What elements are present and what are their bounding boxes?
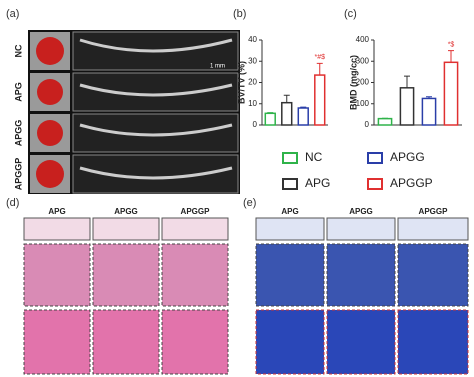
column-label: APG — [281, 207, 298, 216]
bar — [264, 112, 276, 126]
legend-swatch — [367, 152, 383, 164]
panel-label: (a) — [6, 8, 19, 20]
bar — [421, 97, 437, 126]
column-label: APG — [48, 207, 65, 216]
column-label: APGG — [114, 207, 138, 216]
scale-label: 1 mm — [210, 64, 225, 70]
y-tick-label: 100 — [356, 99, 370, 108]
panel-label: (c) — [344, 8, 357, 20]
bar — [297, 107, 309, 126]
legend-label: APGG — [390, 150, 425, 164]
column-label: APGGP — [181, 207, 211, 216]
legend-label: APG — [305, 176, 330, 190]
row-label: APGGP — [13, 158, 23, 191]
annotation: *#$ — [314, 54, 325, 61]
error-bar — [404, 75, 410, 88]
error-bar — [300, 106, 307, 108]
legend-swatch — [282, 152, 298, 164]
y-tick-label: 40 — [248, 35, 257, 44]
y-tick-label: 300 — [356, 56, 370, 65]
masson-images — [255, 217, 469, 375]
he-images — [23, 217, 229, 375]
ct-images — [28, 30, 240, 194]
bar — [399, 87, 415, 126]
y-tick-label: 20 — [248, 78, 257, 87]
legend-swatch — [367, 178, 383, 190]
y-axis-label: BV/TV (%) — [236, 61, 246, 104]
legend-label: APGGP — [390, 176, 433, 190]
error-bar — [448, 50, 454, 63]
panel-label: (d) — [6, 197, 19, 209]
error-bar — [426, 96, 432, 99]
y-axis-label: BMD (mg/cc) — [348, 55, 358, 110]
bar — [377, 117, 393, 126]
legend-swatch — [282, 178, 298, 190]
panel-label: (e) — [243, 197, 256, 209]
row-label: NC — [13, 44, 23, 57]
error-bar — [267, 112, 274, 114]
row-label: APG — [13, 82, 23, 102]
bar — [281, 101, 293, 126]
column-label: APGGP — [419, 207, 449, 216]
error-bar — [283, 94, 290, 103]
y-tick-label: 0 — [253, 120, 258, 129]
annotation: *$ — [448, 41, 455, 48]
error-bar — [316, 62, 323, 76]
y-tick-label: 0 — [365, 120, 370, 129]
legend-label: NC — [305, 150, 323, 164]
bar — [314, 74, 326, 126]
row-label: APGG — [13, 120, 23, 147]
y-tick-label: 10 — [248, 99, 257, 108]
bar — [443, 61, 459, 126]
y-tick-label: 30 — [248, 56, 257, 65]
y-tick-label: 200 — [356, 78, 370, 87]
y-tick-label: 400 — [356, 35, 370, 44]
column-label: APGG — [349, 207, 373, 216]
panel-label: (b) — [233, 8, 246, 20]
